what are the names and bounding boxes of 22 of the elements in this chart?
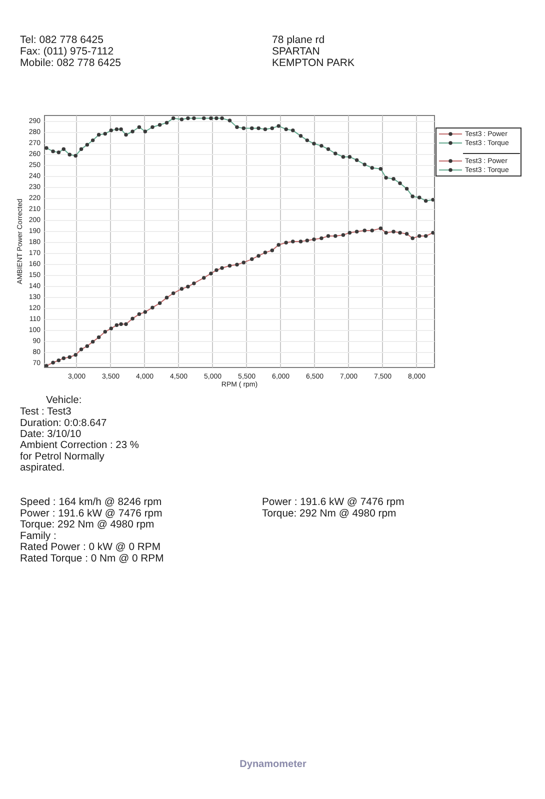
text: Torque: 292 Nm @ 4980 rpm — [20, 520, 154, 531]
text: Fax: (011) 975-7112 — [20, 46, 114, 58]
text: Ambient Correction : 23 % — [20, 440, 139, 452]
text: aspirated. — [20, 462, 65, 474]
text: for Petrol Normally — [20, 451, 106, 462]
text: Speed : 164 km/h @ 8246 rpm — [20, 497, 162, 508]
text: Mobile: 082 778 6425 — [20, 57, 122, 70]
text: Family : — [20, 530, 56, 542]
text: Test : Test3 — [20, 406, 72, 418]
text: 78 plane rd — [272, 34, 325, 46]
text: Date: 3/10/10 — [20, 429, 82, 440]
text: SPARTAN — [272, 46, 320, 58]
text: Rated Power : 0 kW @ 0 RPM — [20, 542, 160, 554]
text: Torque: 292 Nm @ 4980 rpm — [262, 508, 396, 520]
text: Rated Torque : 0 Nm @ 0 RPM — [20, 554, 164, 564]
text: Tel: 082 778 6425 — [20, 34, 104, 46]
text: Power : 191.6 kW @ 7476 rpm — [20, 508, 162, 520]
text: Power : 191.6 kW @ 7476 rpm — [262, 497, 404, 508]
text: Dynamometer — [240, 759, 306, 770]
text: Duration: 0:0:8.647 — [20, 418, 107, 429]
text: Vehicle: — [46, 395, 82, 406]
text: KEMPTON PARK — [272, 57, 354, 70]
